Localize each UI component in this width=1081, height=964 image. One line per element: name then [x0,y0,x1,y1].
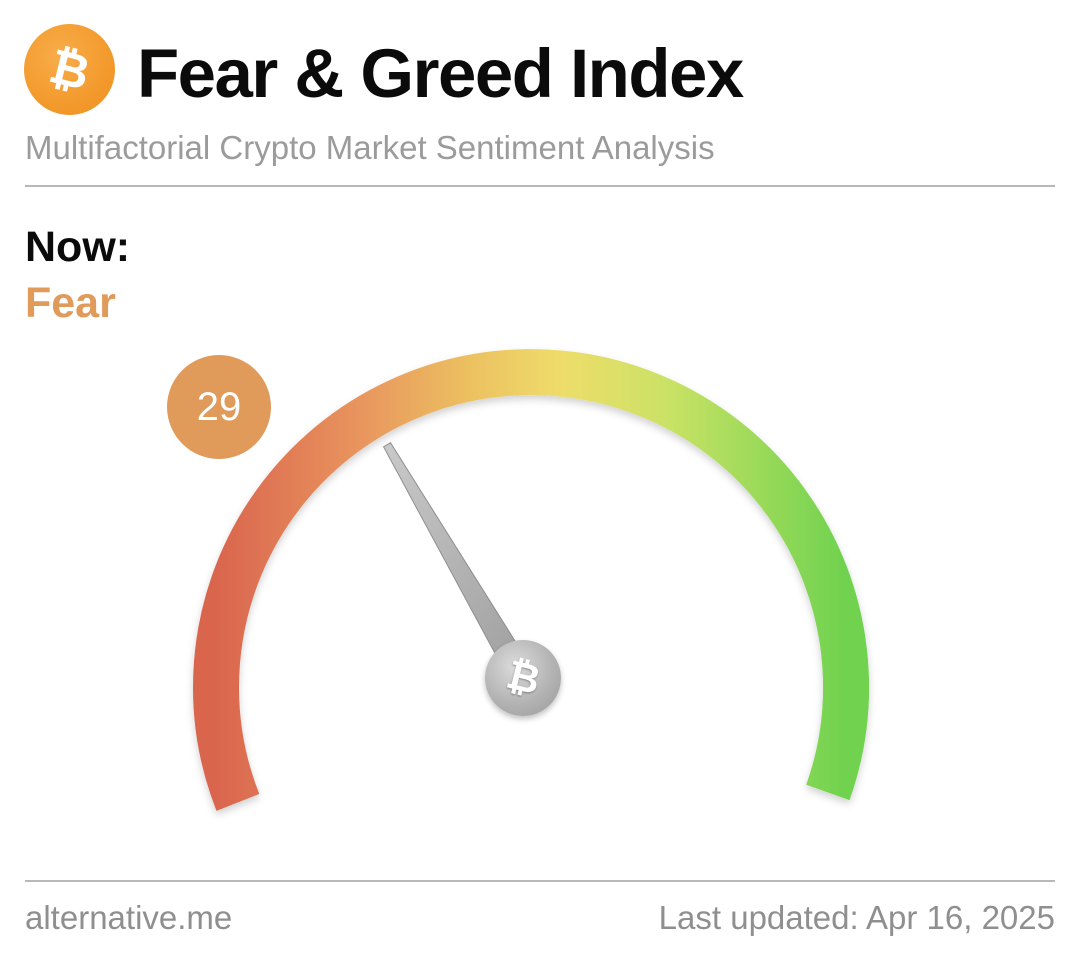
index-value-badge: 29 [167,355,271,459]
bitcoin-logo: ₿ [24,24,115,115]
bitcoin-icon: ₿ [501,651,545,705]
gauge-hub: ₿ [485,640,561,716]
page-title: Fear & Greed Index [137,35,744,112]
source-link[interactable]: alternative.me [25,899,233,936]
gauge-arc [193,349,869,811]
footer-divider [25,880,1055,882]
now-label: Now: [25,223,131,271]
page-subtitle: Multifactorial Crypto Market Sentiment A… [25,129,715,166]
sentiment-classification: Fear [25,279,116,327]
header-divider [25,185,1055,187]
last-updated: Last updated: Apr 16, 2025 [658,899,1055,936]
